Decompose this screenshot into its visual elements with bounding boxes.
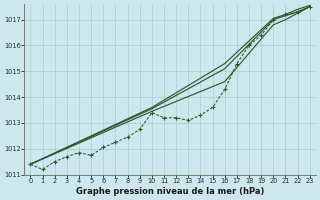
- X-axis label: Graphe pression niveau de la mer (hPa): Graphe pression niveau de la mer (hPa): [76, 187, 264, 196]
